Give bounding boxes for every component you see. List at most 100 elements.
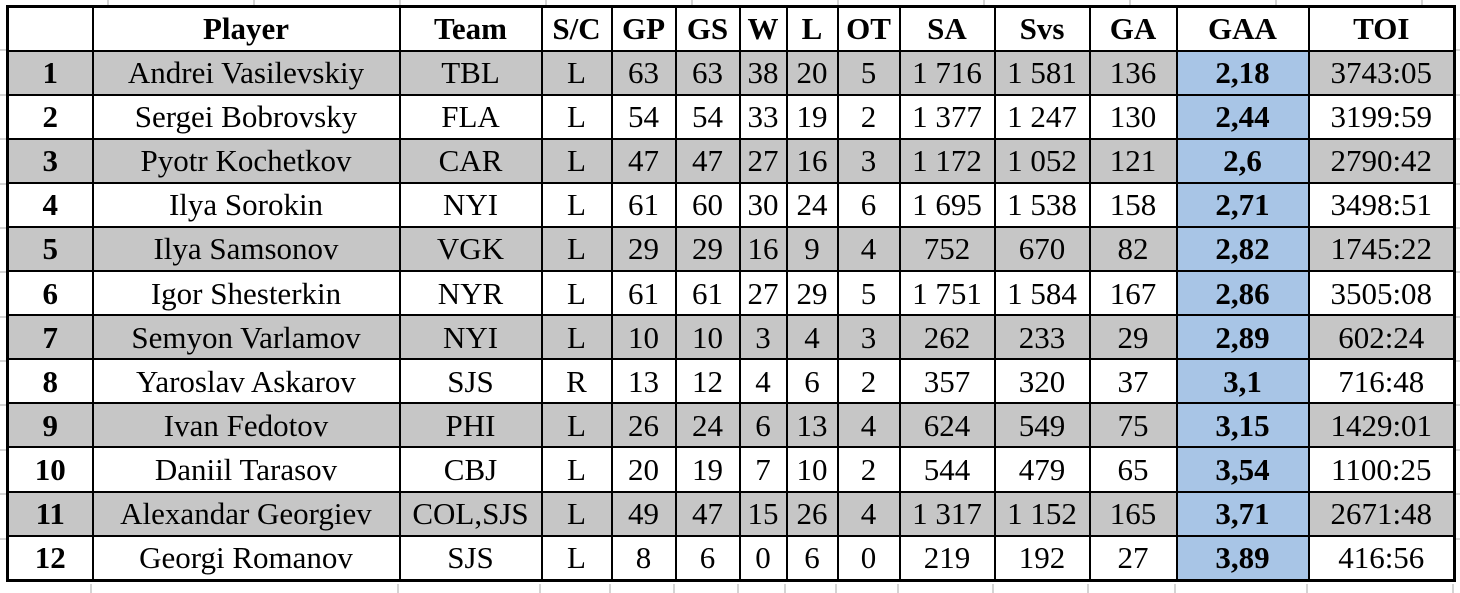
cell-gp[interactable]: 54 bbox=[610, 93, 677, 140]
header-ga[interactable]: GA bbox=[1088, 5, 1178, 52]
cell-toi[interactable]: 2790:42 bbox=[1307, 137, 1456, 184]
cell-svs[interactable]: 1 247 bbox=[993, 93, 1091, 140]
cell-ot[interactable]: 2 bbox=[836, 358, 901, 405]
cell-gaa[interactable]: 2,6 bbox=[1175, 137, 1310, 184]
cell-ga[interactable]: 29 bbox=[1088, 314, 1178, 361]
header-gp[interactable]: GP bbox=[610, 5, 677, 52]
cell-sc[interactable]: L bbox=[540, 181, 613, 228]
cell-gs[interactable]: 19 bbox=[674, 446, 741, 493]
cell-ot[interactable]: 6 bbox=[836, 181, 901, 228]
cell-gs[interactable]: 54 bbox=[674, 93, 741, 140]
cell-sc[interactable]: L bbox=[540, 402, 613, 449]
cell-ga[interactable]: 27 bbox=[1088, 534, 1178, 582]
cell-ga[interactable]: 130 bbox=[1088, 93, 1178, 140]
cell-sc[interactable]: L bbox=[540, 137, 613, 184]
cell-svs[interactable]: 479 bbox=[993, 446, 1091, 493]
cell-w[interactable]: 6 bbox=[738, 402, 788, 449]
cell-ga[interactable]: 165 bbox=[1088, 490, 1178, 537]
cell-player[interactable]: Ivan Fedotov bbox=[91, 402, 401, 449]
cell-l[interactable]: 6 bbox=[785, 358, 839, 405]
cell-gp[interactable]: 10 bbox=[610, 314, 677, 361]
cell-toi[interactable]: 716:48 bbox=[1307, 358, 1456, 405]
cell-sa[interactable]: 219 bbox=[898, 534, 996, 582]
cell-team[interactable]: FLA bbox=[398, 93, 543, 140]
cell-player[interactable]: Sergei Bobrovsky bbox=[91, 93, 401, 140]
cell-gs[interactable]: 24 bbox=[674, 402, 741, 449]
cell-svs[interactable]: 670 bbox=[993, 225, 1091, 273]
cell-svs[interactable]: 192 bbox=[993, 534, 1091, 582]
cell-player[interactable]: Andrei Vasilevskiy bbox=[91, 49, 401, 96]
cell-gs[interactable]: 47 bbox=[674, 137, 741, 184]
cell-sc[interactable]: L bbox=[540, 270, 613, 317]
cell-w[interactable]: 33 bbox=[738, 93, 788, 140]
cell-gp[interactable]: 49 bbox=[610, 490, 677, 537]
cell-gp[interactable]: 63 bbox=[610, 49, 677, 96]
cell-sc[interactable]: L bbox=[540, 490, 613, 537]
cell-l[interactable]: 19 bbox=[785, 93, 839, 140]
cell-rank[interactable]: 6 bbox=[6, 270, 94, 317]
cell-gp[interactable]: 26 bbox=[610, 402, 677, 449]
cell-w[interactable]: 15 bbox=[738, 490, 788, 537]
cell-svs[interactable]: 1 538 bbox=[993, 181, 1091, 228]
cell-gs[interactable]: 63 bbox=[674, 49, 741, 96]
cell-w[interactable]: 38 bbox=[738, 49, 788, 96]
cell-ga[interactable]: 121 bbox=[1088, 137, 1178, 184]
cell-l[interactable]: 29 bbox=[785, 270, 839, 317]
cell-ga[interactable]: 75 bbox=[1088, 402, 1178, 449]
cell-gs[interactable]: 61 bbox=[674, 270, 741, 317]
cell-ot[interactable]: 5 bbox=[836, 270, 901, 317]
cell-l[interactable]: 16 bbox=[785, 137, 839, 184]
cell-l[interactable]: 13 bbox=[785, 402, 839, 449]
cell-ot[interactable]: 0 bbox=[836, 534, 901, 582]
cell-sa[interactable]: 1 695 bbox=[898, 181, 996, 228]
cell-ga[interactable]: 158 bbox=[1088, 181, 1178, 228]
cell-gs[interactable]: 6 bbox=[674, 534, 741, 582]
cell-gaa[interactable]: 3,54 bbox=[1175, 446, 1310, 493]
cell-l[interactable]: 9 bbox=[785, 225, 839, 273]
cell-player[interactable]: Igor Shesterkin bbox=[91, 270, 401, 317]
cell-gaa[interactable]: 2,86 bbox=[1175, 270, 1310, 317]
cell-svs[interactable]: 549 bbox=[993, 402, 1091, 449]
cell-gaa[interactable]: 2,82 bbox=[1175, 225, 1310, 273]
cell-player[interactable]: Daniil Tarasov bbox=[91, 446, 401, 493]
cell-gaa[interactable]: 2,18 bbox=[1175, 49, 1310, 96]
cell-ga[interactable]: 136 bbox=[1088, 49, 1178, 96]
cell-gp[interactable]: 61 bbox=[610, 181, 677, 228]
cell-sc[interactable]: L bbox=[540, 446, 613, 493]
header-team[interactable]: Team bbox=[398, 5, 543, 52]
cell-ot[interactable]: 4 bbox=[836, 225, 901, 273]
cell-team[interactable]: COL,SJS bbox=[398, 490, 543, 537]
cell-sc[interactable]: L bbox=[540, 534, 613, 582]
cell-rank[interactable]: 3 bbox=[6, 137, 94, 184]
cell-rank[interactable]: 1 bbox=[6, 49, 94, 96]
cell-sc[interactable]: R bbox=[540, 358, 613, 405]
cell-gp[interactable]: 29 bbox=[610, 225, 677, 273]
cell-l[interactable]: 4 bbox=[785, 314, 839, 361]
cell-sa[interactable]: 1 317 bbox=[898, 490, 996, 537]
cell-ot[interactable]: 4 bbox=[836, 402, 901, 449]
cell-l[interactable]: 20 bbox=[785, 49, 839, 96]
header-sc[interactable]: S/C bbox=[540, 5, 613, 52]
cell-gp[interactable]: 20 bbox=[610, 446, 677, 493]
cell-svs[interactable]: 233 bbox=[993, 314, 1091, 361]
cell-sa[interactable]: 262 bbox=[898, 314, 996, 361]
cell-w[interactable]: 3 bbox=[738, 314, 788, 361]
cell-sc[interactable]: L bbox=[540, 314, 613, 361]
cell-rank[interactable]: 8 bbox=[6, 358, 94, 405]
cell-svs[interactable]: 1 581 bbox=[993, 49, 1091, 96]
cell-team[interactable]: CAR bbox=[398, 137, 543, 184]
header-player[interactable]: Player bbox=[91, 5, 401, 52]
cell-sc[interactable]: L bbox=[540, 225, 613, 273]
header-ot[interactable]: OT bbox=[836, 5, 901, 52]
cell-rank[interactable]: 4 bbox=[6, 181, 94, 228]
cell-ot[interactable]: 3 bbox=[836, 314, 901, 361]
cell-rank[interactable]: 12 bbox=[6, 534, 94, 582]
cell-player[interactable]: Ilya Sorokin bbox=[91, 181, 401, 228]
cell-w[interactable]: 4 bbox=[738, 358, 788, 405]
cell-w[interactable]: 16 bbox=[738, 225, 788, 273]
cell-svs[interactable]: 320 bbox=[993, 358, 1091, 405]
cell-ga[interactable]: 82 bbox=[1088, 225, 1178, 273]
cell-gaa[interactable]: 3,89 bbox=[1175, 534, 1310, 582]
cell-sa[interactable]: 1 172 bbox=[898, 137, 996, 184]
cell-sa[interactable]: 1 751 bbox=[898, 270, 996, 317]
